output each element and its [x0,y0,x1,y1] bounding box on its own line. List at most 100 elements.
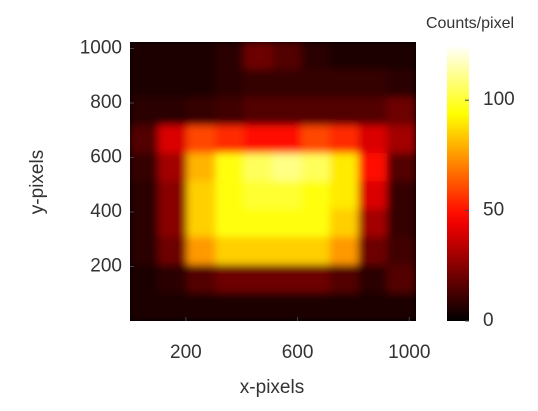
heatmap-cell [358,293,388,322]
heatmap-cell [273,42,303,71]
heatmap-cell [187,97,217,126]
heatmap-cell [387,265,417,294]
heatmap-cell [301,293,331,322]
heatmap-cell [130,209,160,238]
heatmap-cell [301,125,331,154]
y-tick-label: 800 [90,92,122,113]
heatmap-cell [244,293,274,322]
heatmap-cell [358,209,388,238]
y-tick-label: 600 [90,147,122,168]
heatmap-cell [158,209,188,238]
heatmap-cell [301,237,331,266]
heatmap-cell [187,69,217,98]
x-tick-label: 200 [170,342,202,363]
heatmap-cell [330,125,360,154]
heatmap-cell [330,42,360,71]
heatmap-cell [387,293,417,322]
heatmap-cell [215,125,245,154]
chart: x-pixels y-pixels Counts/pixel 200 600 100… [0,0,538,411]
heatmap-cell [130,237,160,266]
heatmap-cell [273,97,303,126]
x-tick-label: 600 [282,342,314,363]
heatmap-cell [215,97,245,126]
heatmap-cell [158,265,188,294]
heatmap-cell [187,42,217,71]
heatmap-cell [244,181,274,210]
heatmap-cell [358,153,388,182]
heatmap-cell [301,97,331,126]
heatmap-cell [244,237,274,266]
heatmap-cell [158,69,188,98]
heatmap-cell [330,153,360,182]
heatmap-cell [158,97,188,126]
heatmap-cell [187,153,217,182]
heatmap-cell [244,42,274,71]
heatmap-cell [387,153,417,182]
y-tick-label: 200 [90,256,122,277]
heatmap-cell [301,69,331,98]
heatmap-cell [244,209,274,238]
heatmap-cell [130,181,160,210]
heatmap-cell [187,237,217,266]
heatmap-cell [130,265,160,294]
heatmap-cell [158,293,188,322]
heatmap-cell [387,237,417,266]
colorbar-tick-label: 50 [483,200,504,221]
heatmap-cell [301,42,331,71]
heatmap-cell [330,209,360,238]
heatmap-cell [244,153,274,182]
heatmap-cell [387,125,417,154]
heatmap-cell [215,181,245,210]
heatmap-cell [330,237,360,266]
heatmap-cell [130,293,160,322]
heatmap-cell [158,42,188,71]
heatmap-cell [215,69,245,98]
heatmap-cell [301,209,331,238]
heatmap-cell [187,293,217,322]
heatmap-cell [244,97,274,126]
heatmap-cell [330,69,360,98]
heatmap-cell [358,181,388,210]
heatmap-cell [387,42,417,71]
heatmap-cell [330,97,360,126]
x-tick-label: 1000 [388,342,430,363]
heatmap-cell [273,69,303,98]
heatmap-cell [215,42,245,71]
heatmap-cell [273,209,303,238]
heatmap-cell [273,237,303,266]
heatmap-cell [158,125,188,154]
colorbar-label: Counts/pixel [426,15,514,32]
heatmap-cell [330,293,360,322]
heatmap-cell [130,97,160,126]
heatmap-cell [358,42,388,71]
colorbar-tick-label: 0 [483,310,494,331]
heatmap-cell [215,265,245,294]
colorbar [447,45,469,321]
x-axis-label: x-pixels [240,377,304,398]
heatmap-cell [273,181,303,210]
colorbar-tick-label: 100 [483,89,515,110]
heatmap-cell [273,265,303,294]
heatmap-cell [387,209,417,238]
heatmap-cell [130,125,160,154]
heatmap-cell [158,237,188,266]
heatmap-cell [330,181,360,210]
heatmap-cell [387,97,417,126]
heatmap-cell [358,237,388,266]
heatmap [130,42,417,322]
heatmap-cell [273,153,303,182]
heatmap-cell [387,69,417,98]
heatmap-cell [387,181,417,210]
heatmap-cell [187,265,217,294]
heatmap-cell [215,209,245,238]
heatmap-cell [215,237,245,266]
heatmap-cell [244,265,274,294]
y-tick-label: 400 [90,201,122,222]
heatmap-cell [215,293,245,322]
heatmap-cell [244,125,274,154]
heatmap-cell [130,69,160,98]
y-axis-label: y-pixels [27,150,48,214]
heatmap-cell [158,181,188,210]
heatmap-cell [215,153,245,182]
heatmap-cell [130,42,160,71]
